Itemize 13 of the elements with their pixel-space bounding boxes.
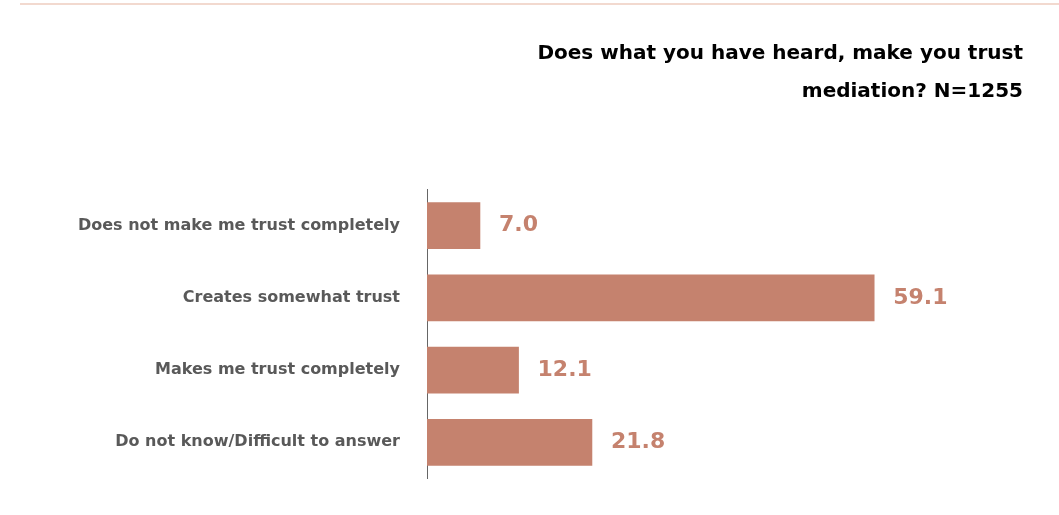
chart-title: Does what you have heard, make you trust mediation? N=1255	[536, 39, 1023, 104]
y-tick-label: Creates somewhat trust	[182, 287, 401, 307]
bar	[427, 418, 593, 466]
bar	[427, 274, 875, 322]
y-tick-label: Does not make me trust completely	[77, 214, 401, 234]
bar	[427, 202, 481, 250]
data-label: 21.8	[610, 428, 666, 454]
y-tick-label: Do not know/Difficult to answer	[115, 431, 401, 451]
y-tick-label: Makes me trust completely	[155, 359, 401, 379]
data-label: 59.1	[893, 283, 948, 309]
bar	[427, 346, 519, 394]
data-label: 12.1	[537, 355, 592, 381]
data-label: 7.0	[498, 211, 538, 237]
